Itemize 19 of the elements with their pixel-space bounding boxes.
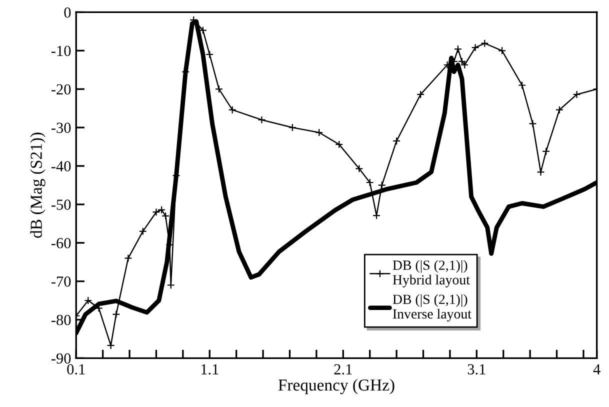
y-tick-label: -30	[51, 122, 71, 133]
y-tick-label: -80	[51, 314, 71, 326]
x-tick-label: 0.1	[67, 364, 85, 375]
y-tick-label: -90	[51, 353, 71, 364]
y-tick-label: 0	[64, 7, 71, 18]
y-tick-label: -40	[51, 161, 71, 172]
legend-label: DB (|S (2,1)|) Inverse layout	[392, 294, 472, 322]
x-tick-label: 2.1	[334, 364, 352, 375]
y-tick-label: -70	[51, 276, 71, 287]
x-tick-label: 4	[593, 364, 600, 374]
y-axis-title: dB (Mag (S21))	[30, 132, 46, 238]
legend-label: DB (|S (2,1)|) Hybrid layout	[392, 260, 470, 288]
y-tick-label: -10	[51, 46, 71, 56]
y-tick-label: -60	[51, 238, 71, 248]
y-tick-label: -20	[51, 84, 71, 95]
y-tick-label: -50	[51, 200, 71, 210]
x-tick-label: 3.1	[468, 364, 486, 375]
x-axis-title: Frequency (GHz)	[278, 378, 394, 394]
x-tick-label: 1.1	[201, 364, 218, 375]
